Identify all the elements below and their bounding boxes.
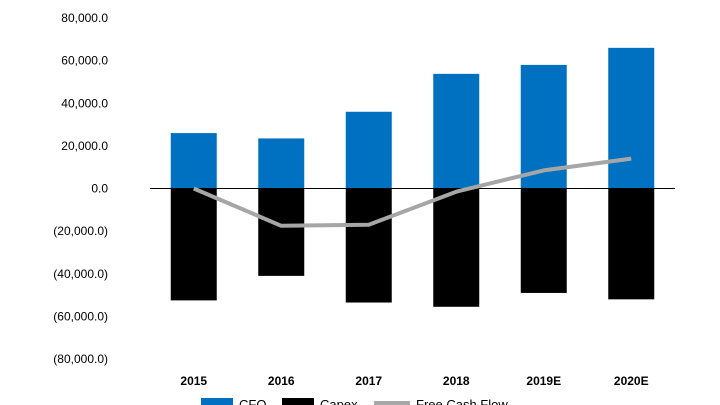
capex-bar xyxy=(433,188,480,307)
legend-label-cfo: CFO xyxy=(239,397,266,405)
x-tick-label: 2015 xyxy=(180,374,207,388)
legend-label-free-cash-flow: Free Cash Flow xyxy=(416,397,508,405)
legend-swatch-capex xyxy=(282,398,314,405)
y-tick-label: (20,000.0) xyxy=(53,224,108,238)
legend-label-capex: Capex xyxy=(320,397,358,405)
y-tick-label: (60,000.0) xyxy=(53,309,108,323)
y-tick-label: 0.0 xyxy=(91,182,108,196)
free-cash-flow-line xyxy=(192,156,632,228)
capex-bar xyxy=(258,188,305,276)
legend: CFO Capex Free Cash Flow xyxy=(201,397,508,405)
x-tick-label: 2020E xyxy=(614,374,649,388)
y-axis: 80,000.0 60,000.0 40,000.0 20,000.0 0.0 (20,0… xyxy=(53,11,108,366)
x-tick-label: 2018 xyxy=(443,374,470,388)
capex-bar xyxy=(345,188,392,303)
legend-swatch-cfo xyxy=(201,398,233,405)
capex-bar xyxy=(170,188,217,301)
y-tick-label: 60,000.0 xyxy=(61,54,108,68)
y-tick-label: 40,000.0 xyxy=(61,96,108,110)
cfo-bar xyxy=(258,138,305,189)
x-tick-label: 2019E xyxy=(526,374,561,388)
y-tick-label: 20,000.0 xyxy=(61,139,108,153)
free-cash-flow-polyline xyxy=(192,156,632,228)
bars xyxy=(170,47,655,307)
x-tick-label: 2017 xyxy=(355,374,382,388)
cfo-bar xyxy=(433,73,480,189)
cfo-bar xyxy=(345,111,392,189)
y-tick-label: (80,000.0) xyxy=(53,352,108,366)
capex-bar xyxy=(608,188,655,300)
x-axis: 2015 2016 2017 2018 2019E 2020E xyxy=(180,374,648,388)
cfo-bar xyxy=(608,47,655,189)
y-tick-label: (40,000.0) xyxy=(53,267,108,281)
capex-bar xyxy=(520,188,567,293)
x-tick-label: 2016 xyxy=(268,374,295,388)
cfo-bar xyxy=(170,133,217,189)
y-tick-label: 80,000.0 xyxy=(61,11,108,25)
